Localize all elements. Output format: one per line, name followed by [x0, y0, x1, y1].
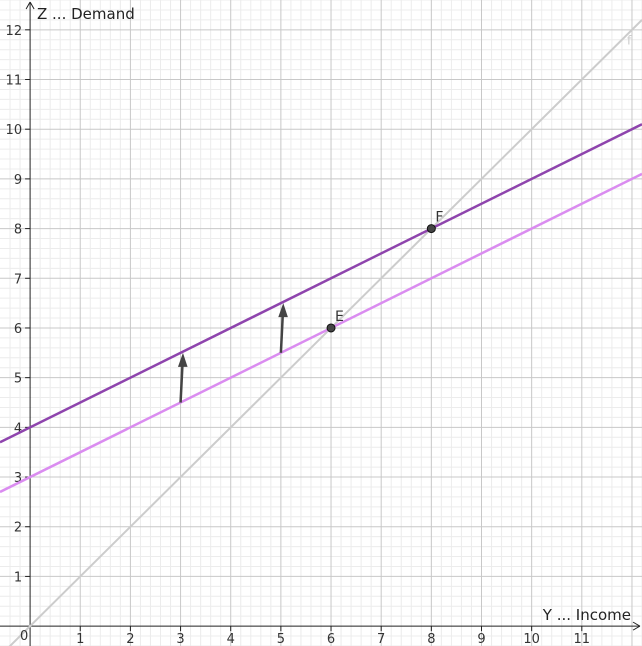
shift-arrow-head [278, 303, 288, 318]
y-tick-label: 9 [14, 173, 22, 188]
y-tick-label: 12 [6, 24, 23, 39]
series-line-2 [0, 172, 642, 494]
shift-arrows [177, 303, 288, 403]
shift-arrow-shaft [279, 313, 285, 353]
point-label-f: F [435, 210, 443, 226]
y-tick-label: 7 [14, 272, 22, 287]
x-axis-arrowhead [632, 621, 641, 631]
x-tick-label: 9 [477, 632, 485, 646]
series-label: f [627, 34, 632, 48]
x-tick-label: 4 [227, 632, 235, 646]
point-label-e: E [335, 309, 344, 325]
shift-arrow-shaft [179, 362, 184, 403]
x-tick-label: 1 [76, 632, 84, 646]
y-tick-label: 5 [14, 372, 22, 387]
points: EF [326, 210, 443, 333]
x-tick-label: 7 [377, 632, 385, 646]
x-axis-title: Y ... Income [542, 606, 631, 624]
point-f [426, 224, 436, 234]
x-tick-label: 11 [574, 632, 591, 646]
x-tick-label: 8 [427, 632, 435, 646]
point-e [326, 323, 336, 333]
x-tick-label: 2 [126, 632, 134, 646]
y-tick-label: 2 [14, 521, 22, 536]
y-tick-label: 8 [14, 223, 22, 238]
series-line-1 [8, 19, 642, 646]
x-tick-label: 5 [277, 632, 285, 646]
x-tick-label: 3 [176, 632, 184, 646]
series-line-3 [0, 123, 642, 444]
y-tick-label: 4 [14, 421, 22, 436]
y-tick-label: 3 [14, 471, 22, 486]
x-tick-label: 6 [327, 632, 335, 646]
x-tick-label: 10 [523, 632, 540, 646]
y-axis-arrowhead [25, 1, 35, 10]
series-lines: f [0, 19, 642, 646]
y-tick-label: 11 [6, 74, 23, 89]
origin-label: 0 [20, 629, 28, 644]
shift-arrow-head [177, 352, 188, 367]
y-tick-label: 10 [6, 123, 23, 138]
y-axis-title: Z ... Demand [37, 5, 135, 23]
y-tick-label: 6 [14, 322, 22, 337]
y-tick-label: 1 [14, 570, 22, 585]
